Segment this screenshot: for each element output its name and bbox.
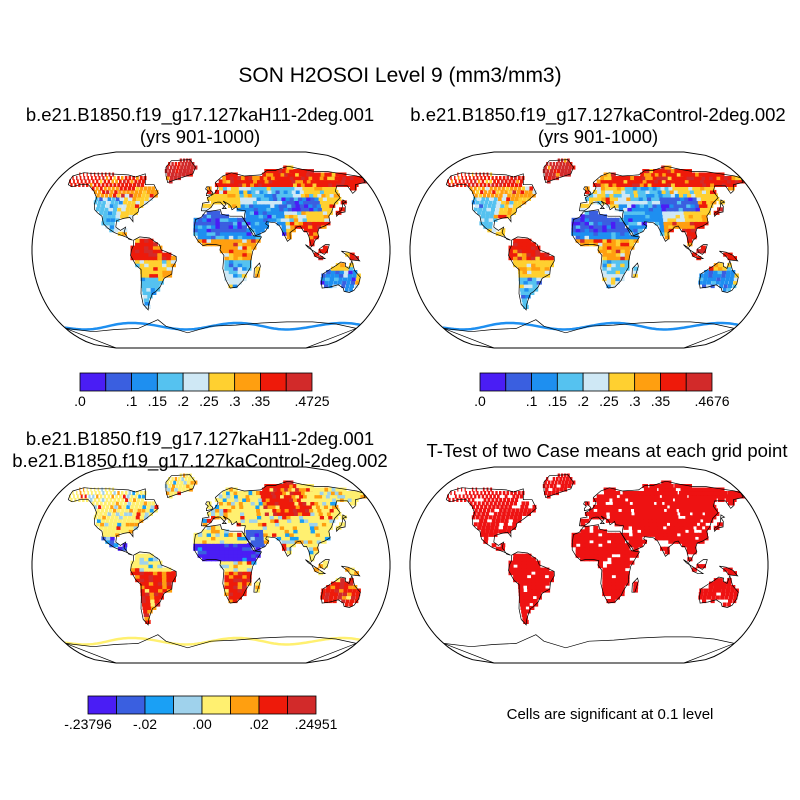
colorbar-swatch: [479, 372, 507, 392]
map-difference: [31, 466, 391, 664]
colorbar-swatch: [285, 372, 313, 392]
panel-title-difference-line1: b.e21.B1850.f19_g17.127kaH11-2deg.001: [25, 428, 375, 449]
panel-title-difference: b.e21.B1850.f19_g17.127kaH11-2deg.001 b.…: [0, 428, 400, 472]
colorbar-tick-label: .1: [525, 393, 538, 409]
colorbar-tick-label: .4725: [294, 393, 330, 409]
map-ttest: [409, 466, 769, 664]
colorbar-swatch: [131, 372, 158, 392]
colorbar-tick-label: .3: [228, 393, 241, 409]
colorbar-tick-label: .0: [74, 393, 86, 409]
colorbar-tick-label: .02: [249, 716, 269, 732]
colorbar-swatch: [87, 695, 117, 715]
colorbar-swatch: [260, 372, 287, 392]
colorbar-tick-label: .2: [577, 393, 589, 409]
colorbar-tick-label: .35: [650, 393, 671, 409]
colorbar-tick-label: .25: [199, 393, 219, 409]
colorbar-swatch: [105, 372, 132, 392]
colorbar-swatch: [173, 695, 203, 715]
panel-title-case1: b.e21.B1850.f19_g17.127kaH11-2deg.001 (y…: [0, 104, 400, 148]
colorbar-swatch: [556, 372, 584, 392]
colorbar-swatch: [230, 695, 260, 715]
colorbar-swatch: [79, 372, 107, 392]
colorbar-tick-label: .25: [599, 393, 619, 409]
colorbar-swatch: [201, 695, 231, 715]
colorbar-swatch: [258, 695, 288, 715]
colorbar-tick-label: -.23796: [64, 716, 112, 732]
colorbar-swatch: [208, 372, 236, 392]
panel-title-ttest: T-Test of two Case means at each grid po…: [426, 440, 788, 461]
colorbar-swatch: [685, 372, 713, 392]
colorbar-tick-label: .3: [628, 393, 641, 409]
colorbar-difference: [87, 695, 317, 715]
panel-title-case2: b.e21.B1850.f19_g17.127kaControl-2deg.00…: [396, 104, 800, 148]
colorbar-swatch: [287, 695, 317, 715]
colorbar-swatch: [116, 695, 146, 715]
colorbar-tick-label: .15: [147, 393, 168, 409]
main-title: SON H2OSOI Level 9 (mm3/mm3): [238, 64, 562, 87]
colorbar-swatch: [182, 372, 210, 392]
significance-note: Cells are significant at 0.1 level: [506, 706, 714, 723]
panel-title-difference-line2: b.e21.B1850.f19_g17.127kaControl-2deg.00…: [12, 450, 388, 471]
colorbar-tick-label: .24951: [294, 716, 338, 732]
colorbar-swatch: [608, 372, 636, 392]
panel-title-case2-line2: (yrs 901-1000): [537, 126, 659, 147]
map-case1: [31, 151, 391, 349]
map-case2: [409, 151, 769, 349]
colorbar-swatch: [234, 372, 261, 392]
colorbar-tick-label: .1: [125, 393, 138, 409]
colorbar-swatch: [531, 372, 558, 392]
colorbar-tick-label: .0: [474, 393, 486, 409]
colorbar-tick-label: .4676: [694, 393, 730, 409]
colorbar-tick-label: .00: [192, 716, 212, 732]
colorbar-case2: [479, 372, 713, 392]
panel-title-case2-line1: b.e21.B1850.f19_g17.127kaControl-2deg.00…: [410, 104, 786, 125]
colorbar-swatch: [634, 372, 661, 392]
colorbar-tick-label: .2: [177, 393, 189, 409]
panel-title-case1-line1: b.e21.B1850.f19_g17.127kaH11-2deg.001: [25, 104, 375, 125]
colorbar-tick-label: -.02: [132, 716, 158, 732]
colorbar-tick-label: .15: [547, 393, 568, 409]
colorbar-swatch: [505, 372, 532, 392]
colorbar-tick-label: .35: [250, 393, 271, 409]
colorbar-swatch: [660, 372, 687, 392]
colorbar-case1: [79, 372, 313, 392]
panel-title-case1-line2: (yrs 901-1000): [139, 126, 261, 147]
colorbar-swatch: [156, 372, 184, 392]
colorbar-swatch: [144, 695, 174, 715]
colorbar-swatch: [582, 372, 610, 392]
